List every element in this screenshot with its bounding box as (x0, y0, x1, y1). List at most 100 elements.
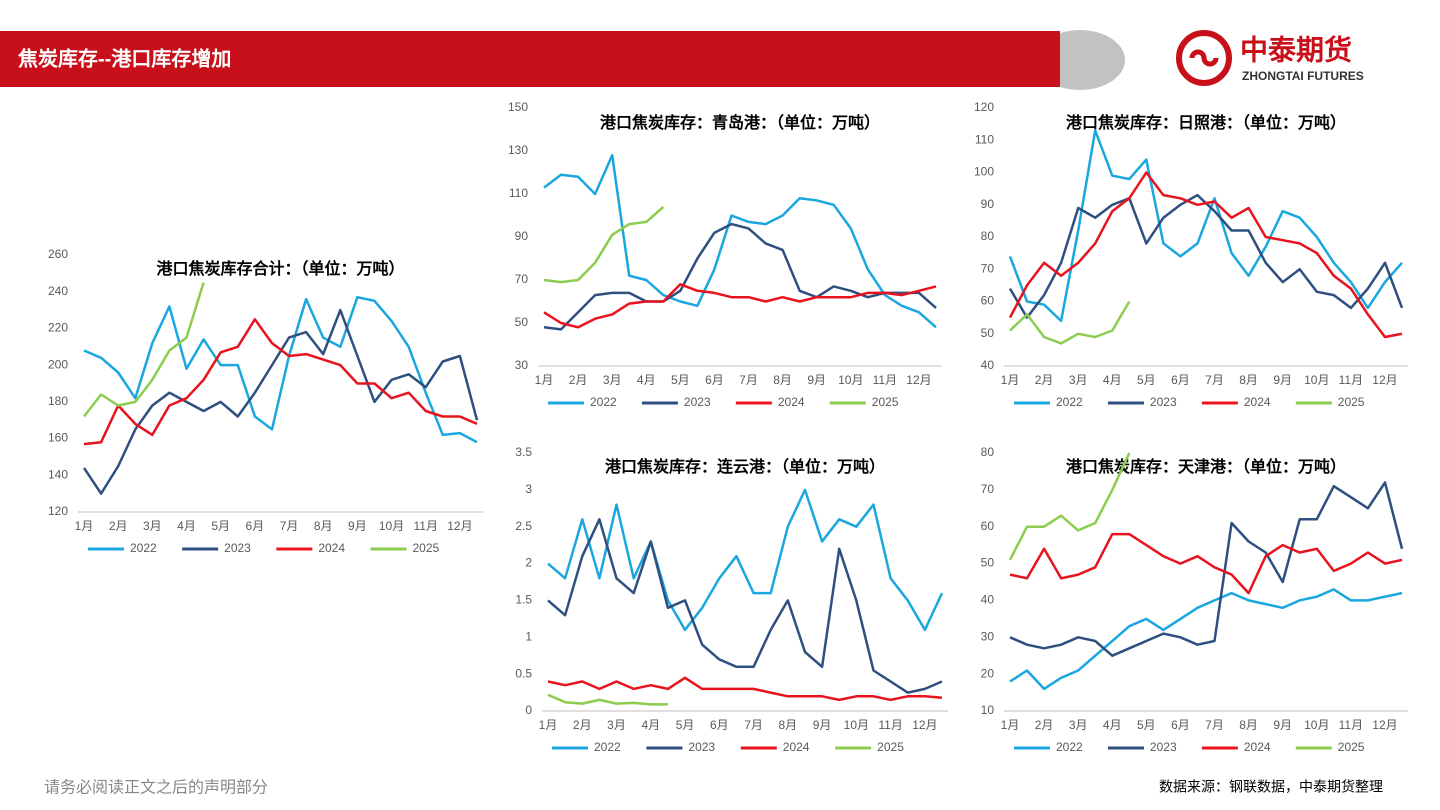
y-tick-label: 1 (525, 629, 532, 643)
y-tick-label: 90 (515, 229, 529, 243)
x-tick-label: 10月 (844, 718, 869, 732)
y-tick-label: 200 (48, 357, 68, 371)
x-tick-label: 10月 (1304, 373, 1329, 387)
x-tick-label: 11月 (414, 519, 438, 533)
x-tick-label: 7月 (280, 519, 299, 533)
x-tick-label: 10月 (379, 519, 404, 533)
x-tick-label: 11月 (878, 718, 902, 732)
x-tick-label: 6月 (705, 373, 724, 387)
legend-label: 2023 (224, 541, 251, 555)
x-tick-label: 10月 (1304, 718, 1329, 732)
x-tick-label: 9月 (813, 718, 832, 732)
header-title: 焦炭库存--港口库存增加 (18, 46, 231, 70)
series-line (83, 295, 478, 444)
source: 数据来源：钢联数据，中泰期货整理 (1159, 779, 1383, 795)
legend-label: 2023 (684, 395, 711, 409)
x-tick-label: 5月 (1137, 373, 1156, 387)
x-tick-label: 3月 (1069, 718, 1088, 732)
x-tick-label: 3月 (603, 373, 622, 387)
x-tick-label: 8月 (1239, 373, 1258, 387)
x-tick-label: 9月 (1273, 373, 1292, 387)
series-line (82, 308, 479, 495)
legend-label: 2023 (1150, 395, 1177, 409)
y-tick-label: 60 (981, 294, 995, 308)
y-tick-label: 240 (48, 284, 68, 298)
legend-label: 2022 (130, 541, 157, 555)
x-tick-label: 6月 (710, 718, 729, 732)
y-tick-label: 80 (981, 229, 995, 243)
y-tick-label: 1.5 (515, 593, 532, 607)
y-tick-label: 70 (981, 482, 995, 496)
x-tick-label: 2月 (1035, 718, 1054, 732)
x-tick-label: 11月 (1339, 373, 1363, 387)
y-tick-label: 260 (48, 247, 68, 261)
y-tick-label: 110 (975, 132, 994, 146)
x-tick-label: 4月 (177, 519, 196, 533)
legend-label: 2023 (688, 740, 715, 754)
logo-name: 中泰期货 (1240, 33, 1352, 65)
x-tick-label: 5月 (211, 519, 230, 533)
x-tick-label: 10月 (838, 373, 863, 387)
legend-label: 2024 (778, 395, 805, 409)
disclaimer: 请务必阅读正文之后的声明部分 (44, 779, 268, 797)
y-tick-label: 120 (974, 100, 994, 114)
x-tick-label: 2月 (1035, 373, 1054, 387)
x-tick-label: 11月 (873, 373, 897, 387)
y-tick-label: 180 (48, 394, 68, 408)
chart-title: 港口焦炭库存：天津港：（单位：万吨） (1066, 457, 1346, 476)
x-tick-label: 4月 (637, 373, 656, 387)
series-line (1009, 481, 1404, 657)
x-tick-label: 12月 (906, 373, 931, 387)
x-tick-label: 3月 (1069, 373, 1088, 387)
x-tick-label: 1月 (535, 373, 554, 387)
y-tick-label: 10 (981, 703, 995, 717)
y-tick-label: 30 (981, 629, 995, 643)
series-line (83, 318, 478, 446)
chart-title: 港口焦炭库存合计：（单位：万吨） (156, 259, 404, 278)
series-line (543, 205, 665, 284)
chart-title: 港口焦炭库存：连云港：（单位：万吨） (605, 457, 885, 476)
y-tick-label: 3 (525, 482, 532, 496)
series-line (1009, 588, 1403, 691)
series-line (1008, 171, 1403, 339)
series-line (543, 283, 937, 329)
y-tick-label: 20 (981, 666, 995, 680)
x-tick-label: 2月 (109, 519, 128, 533)
x-tick-label: 1月 (539, 718, 558, 732)
x-tick-label: 8月 (1239, 718, 1258, 732)
series-line (543, 222, 937, 331)
x-tick-label: 8月 (773, 373, 792, 387)
y-tick-label: 150 (508, 100, 528, 114)
x-tick-label: 6月 (1171, 718, 1190, 732)
x-tick-label: 12月 (447, 519, 472, 533)
y-tick-label: 70 (981, 261, 995, 275)
legend-label: 2025 (872, 395, 899, 409)
y-tick-label: 2.5 (515, 519, 532, 533)
y-tick-label: 2 (525, 556, 532, 570)
series-line (83, 282, 205, 418)
y-tick-label: 40 (981, 358, 995, 372)
series-line (1008, 452, 1131, 561)
x-tick-label: 8月 (314, 519, 333, 533)
x-tick-label: 6月 (246, 519, 265, 533)
x-tick-label: 7月 (1205, 373, 1224, 387)
logo-sub: ZHONGTAI FUTURES (1242, 69, 1364, 83)
legend-label: 2025 (412, 541, 439, 555)
legend-label: 2025 (1338, 395, 1365, 409)
x-tick-label: 11月 (1339, 718, 1363, 732)
x-tick-label: 4月 (641, 718, 660, 732)
legend-label: 2025 (877, 740, 904, 754)
y-tick-label: 70 (515, 272, 529, 286)
y-tick-label: 80 (981, 445, 995, 459)
legend-label: 2024 (783, 740, 810, 754)
legend-label: 2024 (318, 541, 345, 555)
y-tick-label: 0.5 (515, 666, 532, 680)
x-tick-label: 8月 (778, 718, 797, 732)
y-tick-label: 50 (981, 556, 995, 570)
logo-icon (1176, 30, 1232, 86)
x-tick-label: 2月 (569, 373, 588, 387)
y-tick-label: 0 (525, 703, 532, 717)
x-tick-label: 5月 (671, 373, 690, 387)
y-tick-label: 220 (48, 321, 68, 335)
